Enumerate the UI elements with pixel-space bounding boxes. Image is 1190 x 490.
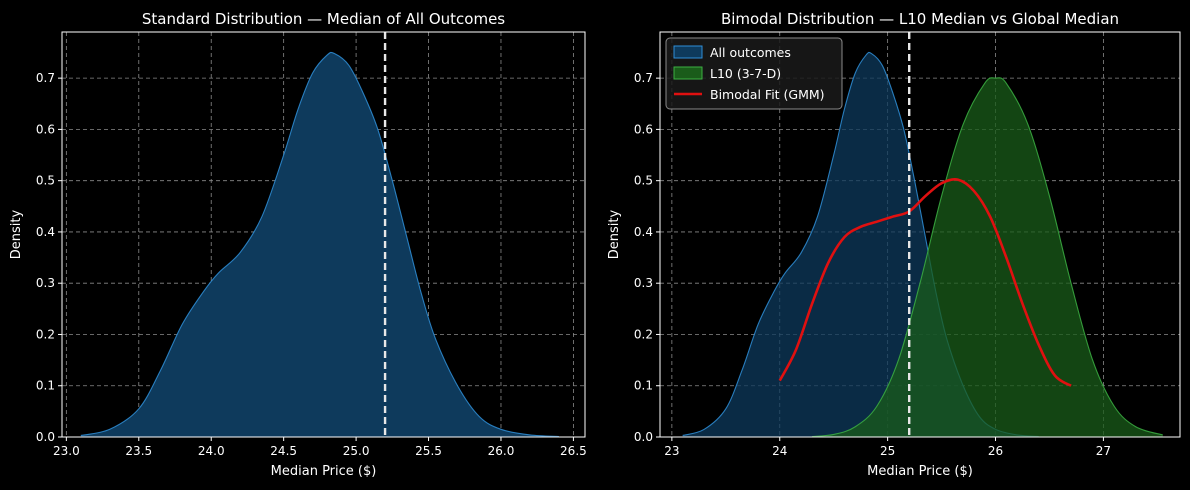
legend-label: All outcomes: [710, 45, 791, 60]
y-tick-label: 0.5: [634, 174, 653, 188]
y-tick-label: 0.6: [634, 122, 653, 136]
series-outline-l10-3-7-d: [812, 77, 1163, 438]
legend-box: [665, 37, 843, 110]
axes-frame: [61, 31, 586, 438]
x-tick-label: 23.0: [53, 444, 80, 458]
x-axis-label: Median Price ($): [867, 464, 973, 479]
series-line-bimodal-fit-gmm: [778, 177, 1072, 387]
y-axis-label: Density: [9, 209, 24, 259]
x-tick-label: 25.0: [343, 444, 370, 458]
y-tick-label: 0.3: [634, 276, 653, 290]
axes-frame: [659, 31, 1181, 438]
y-tick-label: 0.4: [36, 225, 55, 239]
x-tick-label: 26: [988, 444, 1003, 458]
x-tick-label: 25.5: [415, 444, 442, 458]
y-tick-label: 0.4: [634, 225, 653, 239]
series-area-all-outcomes: [682, 52, 1039, 438]
series-area-all-outcomes: [80, 52, 559, 438]
chart-title: Bimodal Distribution — L10 Median vs Glo…: [721, 10, 1119, 28]
chart-standard-distribution: 23.0 23.5 24.0 24.5 25.0 25.5 26.0 26.5 0.0 0.1 0.…: [9, 10, 587, 479]
x-tick-label: 24.5: [270, 444, 297, 458]
x-tick-label: 27: [1096, 444, 1111, 458]
y-tick-label: 0.0: [36, 430, 55, 444]
x-axis-label: Median Price ($): [271, 464, 377, 479]
x-tick-label: 23: [664, 444, 679, 458]
y-tick-label: 0.3: [36, 276, 55, 290]
x-tick-label: 26.0: [488, 444, 515, 458]
legend-label: L10 (3-7-D): [710, 66, 781, 81]
x-tick-label: 26.5: [560, 444, 587, 458]
x-tick-label: 24.0: [198, 444, 225, 458]
y-tick-label: 0.5: [36, 174, 55, 188]
y-tick-label: 0.6: [36, 122, 55, 136]
y-tick-label: 0.7: [634, 71, 653, 85]
y-tick-label: 0.7: [36, 71, 55, 85]
chart-bimodal-distribution: 23 24 25 26 27 0.0 0.1 0.2 0.3 0.4 0.5 0.6 0.7 Median…: [607, 10, 1181, 479]
series-outline-all-outcomes: [80, 51, 559, 438]
legend: All outcomes L10 (3-7-D) Bimodal Fit (GMM): [665, 37, 843, 110]
series-area-l10-3-7-d: [812, 77, 1163, 437]
y-tick-label: 0.1: [634, 379, 653, 393]
y-tick-label: 0.2: [36, 327, 55, 341]
y-tick-label: 0.2: [634, 327, 653, 341]
y-tick-label: 0.0: [634, 430, 653, 444]
x-tick-label: 24: [772, 444, 787, 458]
x-tick-label: 23.5: [125, 444, 152, 458]
legend-label: Bimodal Fit (GMM): [710, 87, 825, 102]
legend-swatch: [673, 66, 703, 80]
y-axis-label: Density: [607, 209, 622, 259]
legend-swatch: [673, 45, 703, 59]
y-tick-label: 0.1: [36, 379, 55, 393]
chart-title: Standard Distribution — Median of All Ou…: [142, 10, 505, 28]
x-tick-label: 25: [880, 444, 895, 458]
